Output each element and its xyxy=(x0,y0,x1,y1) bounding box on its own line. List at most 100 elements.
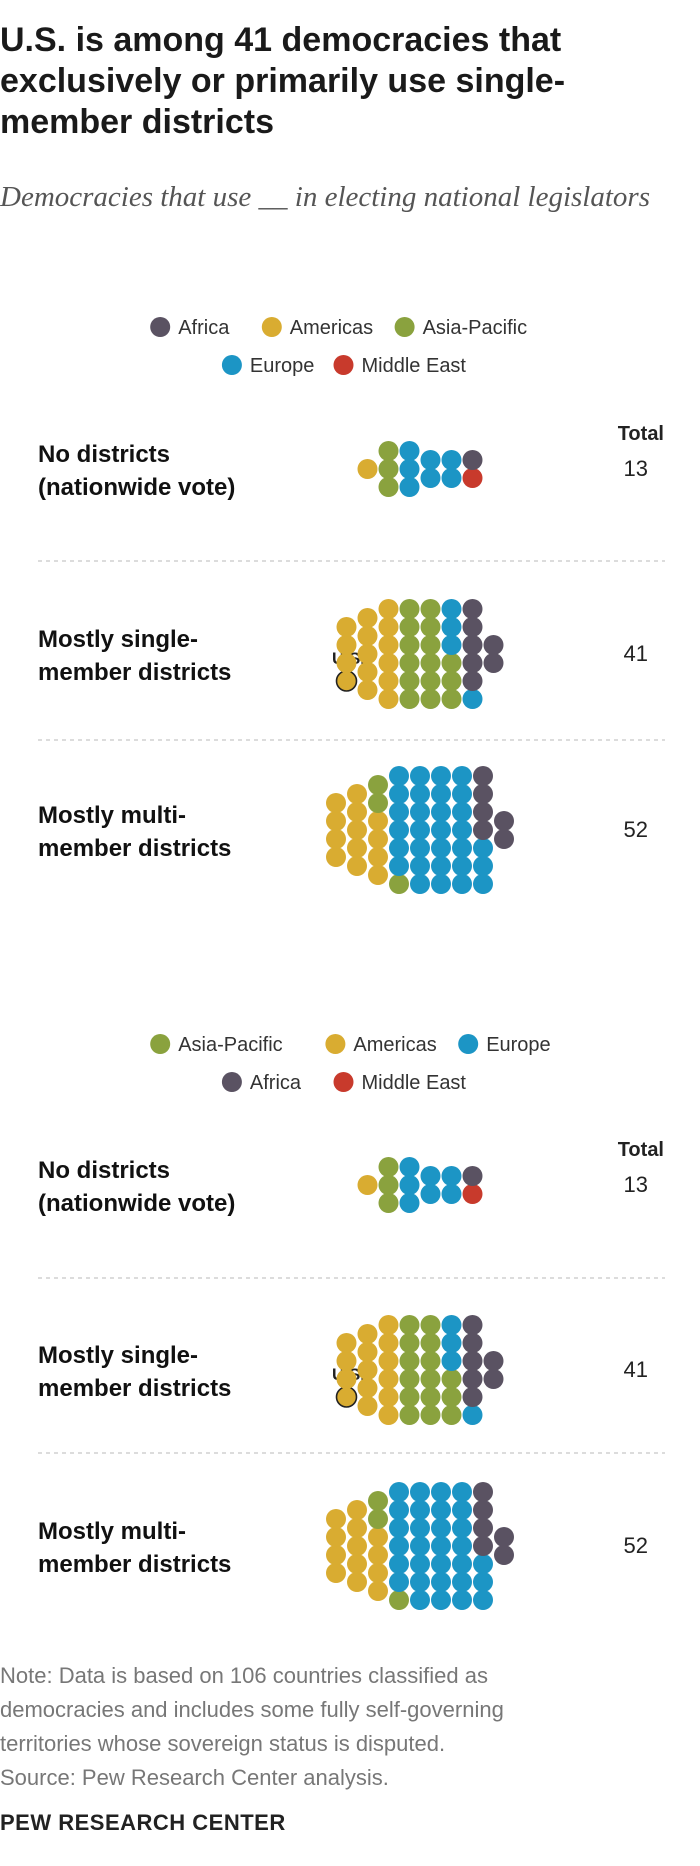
row-label: Mostly multi- xyxy=(38,802,186,829)
dot-africa xyxy=(462,635,483,655)
legend-swatch-americas xyxy=(325,1034,346,1054)
dot-europe xyxy=(431,802,451,822)
dot-americas xyxy=(357,680,378,700)
dot-europe xyxy=(452,874,472,894)
row-label: member districts xyxy=(38,835,231,862)
dot-charts: Africa Americas Asia-Pacific Europe Middle E… xyxy=(38,317,665,1610)
row-total: 52 xyxy=(624,817,648,842)
dot-americas xyxy=(336,1351,357,1371)
dot-asia-pacific xyxy=(399,1315,420,1335)
dot-africa xyxy=(462,617,483,637)
dot-americas xyxy=(326,1527,346,1547)
dot-europe xyxy=(441,1166,462,1186)
dot-africa xyxy=(494,811,514,831)
dot-asia-pacific xyxy=(420,671,441,691)
dot-europe xyxy=(431,1590,451,1610)
dot-middle-east xyxy=(462,1184,483,1204)
dot-africa xyxy=(462,1351,483,1371)
dot-asia-pacific xyxy=(378,1175,399,1195)
dot-europe xyxy=(410,838,430,858)
legend-label-americas: Americas xyxy=(290,317,373,339)
dot-europe xyxy=(389,856,409,876)
dot-africa xyxy=(494,1545,514,1565)
dot-asia-pacific xyxy=(420,1387,441,1407)
dot-europe xyxy=(389,802,409,822)
dot-europe xyxy=(452,1590,472,1610)
dot-europe xyxy=(431,1572,451,1592)
dot-europe xyxy=(452,856,472,876)
row-label: No districts xyxy=(38,441,170,468)
dot-asia-pacific xyxy=(420,1351,441,1371)
dot-americas xyxy=(347,856,367,876)
dot-americas xyxy=(336,1369,357,1389)
dot-europe xyxy=(410,1590,430,1610)
dot-europe xyxy=(452,838,472,858)
dot-asia-pacific xyxy=(399,635,420,655)
dot-asia-pacific xyxy=(399,1333,420,1353)
dot-asia-pacific xyxy=(368,793,388,813)
dot-europe xyxy=(431,1482,451,1502)
dot-asia-pacific xyxy=(368,1509,388,1529)
row-total: 52 xyxy=(624,1533,648,1558)
legend-label-middle-east: Middle East xyxy=(362,1072,467,1094)
dot-europe xyxy=(410,874,430,894)
dot-europe xyxy=(431,1518,451,1538)
dot-europe xyxy=(473,1554,493,1574)
dot-africa xyxy=(462,671,483,691)
total-header: Total xyxy=(618,423,664,445)
dot-europe xyxy=(420,450,441,470)
dot-europe xyxy=(389,766,409,786)
row-label: member districts xyxy=(38,1551,231,1578)
dot-europe xyxy=(431,1554,451,1574)
dot-africa xyxy=(462,599,483,619)
dot-europe xyxy=(389,838,409,858)
dot-asia-pacific xyxy=(399,689,420,709)
dot-asia-pacific xyxy=(378,1193,399,1213)
dot-europe xyxy=(410,1554,430,1574)
dot-americas xyxy=(357,626,378,646)
dot-asia-pacific xyxy=(441,653,462,673)
dot-americas xyxy=(368,1581,388,1601)
dot-africa xyxy=(483,1369,504,1389)
dot-americas xyxy=(357,1396,378,1416)
dot-europe xyxy=(410,1572,430,1592)
dot-americas xyxy=(336,617,357,637)
dot-asia-pacific xyxy=(399,653,420,673)
dot-europe xyxy=(441,1184,462,1204)
dot-americas xyxy=(368,811,388,831)
dot-africa xyxy=(473,766,493,786)
dot-europe xyxy=(473,1572,493,1592)
dot-asia-pacific xyxy=(441,1405,462,1425)
dot-americas xyxy=(326,1563,346,1583)
dot-europe xyxy=(431,766,451,786)
dot-europe xyxy=(431,1536,451,1556)
dot-americas xyxy=(378,1369,399,1389)
dot-americas xyxy=(368,829,388,849)
dot-asia-pacific xyxy=(368,1491,388,1511)
dot-asia-pacific xyxy=(368,775,388,795)
dot-africa xyxy=(494,1527,514,1547)
dot-asia-pacific xyxy=(399,1369,420,1389)
dot-africa xyxy=(483,635,504,655)
note: Note: Data is based on 106 countries cla… xyxy=(0,1659,690,1795)
dot-americas xyxy=(378,1405,399,1425)
dot-europe xyxy=(441,1351,462,1371)
dot-americas xyxy=(326,847,346,867)
dot-africa xyxy=(462,1333,483,1353)
dot-asia-pacific xyxy=(378,477,399,497)
dot-asia-pacific xyxy=(420,1333,441,1353)
dot-europe xyxy=(452,1572,472,1592)
dot-asia-pacific xyxy=(378,441,399,461)
dot-americas xyxy=(368,865,388,885)
dot-europe xyxy=(473,1590,493,1610)
row-label: Mostly multi- xyxy=(38,1518,186,1545)
dot-asia-pacific xyxy=(441,1369,462,1389)
dot-asia-pacific xyxy=(399,1387,420,1407)
dot-europe xyxy=(452,1554,472,1574)
dot-europe xyxy=(399,459,420,479)
dot-europe xyxy=(452,1536,472,1556)
dot-asia-pacific xyxy=(378,1157,399,1177)
dot-americas xyxy=(378,1333,399,1353)
dot-americas xyxy=(368,1545,388,1565)
dot-americas xyxy=(336,1333,357,1353)
